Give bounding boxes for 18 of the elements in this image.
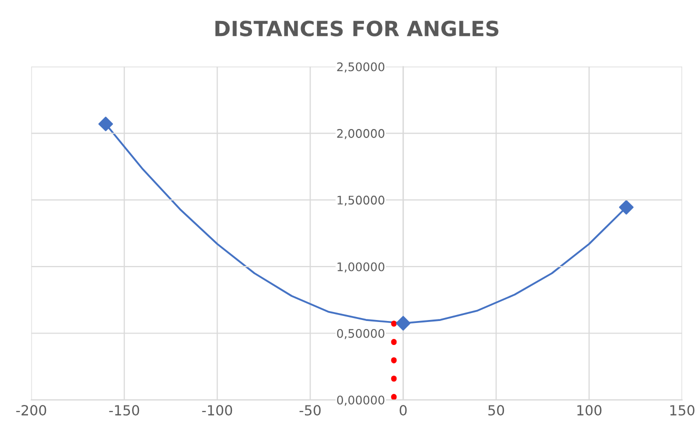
x-tick-label: 50: [488, 405, 504, 416]
y-tick-label: 1,00000: [338, 262, 384, 272]
point: [619, 200, 634, 215]
x-tick-label: 0: [400, 405, 407, 416]
y-tick-label: 0,50000: [337, 328, 384, 340]
y-tick-label: 2,50000: [337, 62, 384, 73]
point: [396, 316, 410, 331]
x-tick-label: 150: [670, 405, 694, 416]
chart-title: DISTANCES FOR ANGLES: [215, 20, 498, 36]
x-tick-label: -200: [16, 405, 46, 416]
point: [98, 116, 113, 132]
x-tick-label: -50: [300, 405, 321, 416]
x-tick-label: -150: [109, 405, 140, 416]
y-tick-label: 1,50000: [338, 196, 384, 206]
x-tick-label: 100: [577, 405, 602, 416]
x-tick-label: -100: [202, 405, 232, 416]
y-tick-label: 2,00000: [337, 129, 384, 140]
y-tick-label: 0,00000: [337, 396, 384, 406]
